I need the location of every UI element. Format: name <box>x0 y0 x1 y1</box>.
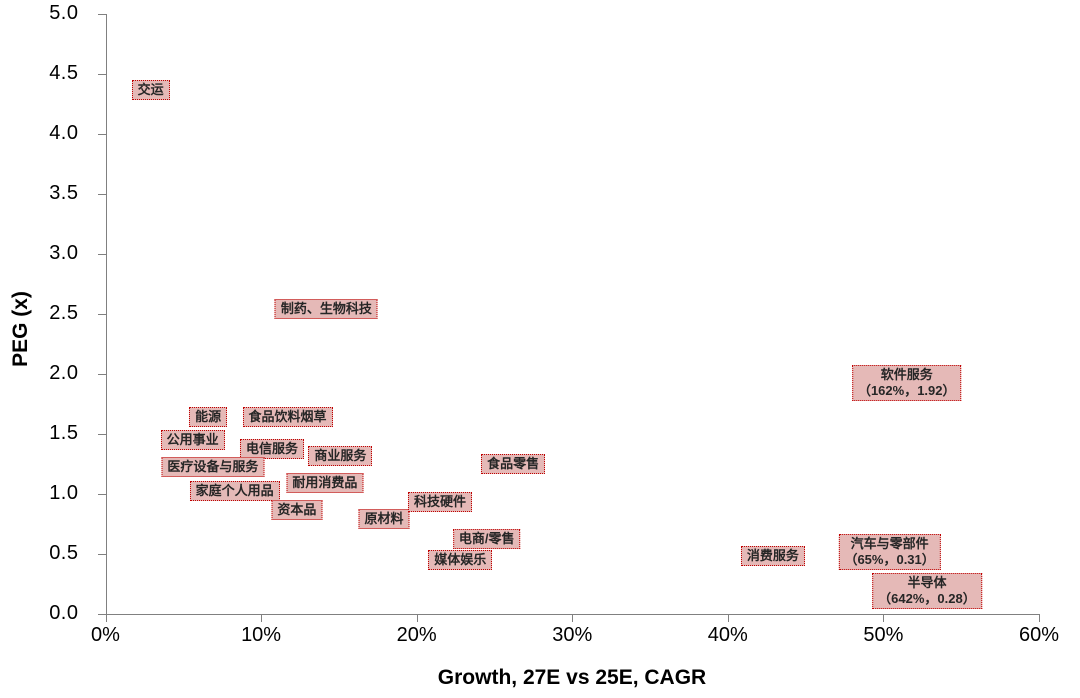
y-tick-label: 4.5 <box>49 61 79 84</box>
sector-label: 医疗设备与服务 <box>161 457 265 478</box>
y-tick <box>97 433 106 435</box>
sector-label-coordinates: （642%，0.28） <box>878 590 976 606</box>
sector-label-name: 科技硬件 <box>413 493 466 509</box>
y-tick <box>97 14 106 15</box>
sector-label-name: 耐用消费品 <box>292 474 358 490</box>
sector-label: 资本品 <box>271 500 323 521</box>
sector-label-name: 能源 <box>195 408 222 424</box>
sector-label-name: 食品零售 <box>487 455 540 471</box>
sector-label-coordinates: （162%，1.92） <box>857 383 956 399</box>
sector-label: 食品零售 <box>481 453 546 474</box>
sector-label-name: 媒体娱乐 <box>434 551 487 567</box>
y-tick <box>97 73 106 75</box>
y-tick <box>97 253 106 255</box>
sector-label-name: 商业服务 <box>314 448 367 464</box>
sector-label-name: 汽车与零部件 <box>850 536 929 552</box>
y-tick-label: 3.0 <box>49 241 79 264</box>
sector-label: 电商/零售 <box>452 529 521 550</box>
x-tick <box>572 613 574 622</box>
sector-label: 原材料 <box>358 508 410 529</box>
x-tick <box>1038 613 1040 622</box>
y-tick <box>97 193 106 195</box>
sector-label-name: 制药、生物科技 <box>280 300 372 316</box>
x-tick-label: 50% <box>863 623 904 646</box>
sector-label: 公用事业 <box>160 429 225 450</box>
y-tick <box>97 553 106 555</box>
y-tick-label: 5.0 <box>49 2 79 25</box>
sector-label-name: 家庭个人用品 <box>195 483 274 499</box>
sector-label: 能源 <box>189 406 228 427</box>
sector-label: 交运 <box>131 79 170 100</box>
x-tick-label: 0% <box>91 623 120 646</box>
y-tick-label: 3.5 <box>49 181 79 204</box>
sector-label-name: 资本品 <box>277 502 317 518</box>
x-tick <box>883 613 885 622</box>
y-tick-label: 1.0 <box>49 481 79 504</box>
y-tick <box>97 613 106 615</box>
y-tick-label: 0.0 <box>49 601 79 624</box>
sector-label-name: 软件服务 <box>880 367 933 383</box>
x-tick <box>727 613 729 622</box>
sector-label: 媒体娱乐 <box>428 549 493 570</box>
x-tick-label: 60% <box>1018 623 1059 646</box>
sector-label-name: 电商/零售 <box>458 531 515 547</box>
sector-label: 食品饮料烟草 <box>242 406 333 427</box>
sector-label: 制药、生物科技 <box>274 298 378 319</box>
sector-label: 消费服务 <box>740 545 805 566</box>
y-tick-label: 4.0 <box>49 121 79 144</box>
x-tick <box>416 613 418 622</box>
x-tick-label: 30% <box>552 623 593 646</box>
sector-label: 商业服务 <box>308 446 373 467</box>
x-tick-label: 20% <box>396 623 437 646</box>
sector-label: 耐用消费品 <box>286 472 364 493</box>
x-tick <box>105 613 107 622</box>
y-tick-label: 2.0 <box>49 361 79 384</box>
y-tick-label: 2.5 <box>49 301 79 324</box>
x-tick-label: 10% <box>241 623 282 646</box>
sector-label: 科技硬件 <box>407 491 472 512</box>
sector-label: 软件服务 （162%，1.92） <box>851 365 962 402</box>
sector-label-coordinates: （65%，0.31） <box>844 552 935 568</box>
sector-label: 家庭个人用品 <box>189 481 280 502</box>
sector-label: 电信服务 <box>239 439 304 460</box>
y-tick-label: 1.5 <box>49 421 79 444</box>
y-tick <box>97 493 106 495</box>
sector-label-name: 电信服务 <box>245 441 298 457</box>
sector-label-name: 交运 <box>137 81 164 97</box>
sector-label-name: 公用事业 <box>166 431 219 447</box>
y-tick <box>97 373 106 375</box>
y-axis-line <box>105 14 107 614</box>
y-tick <box>97 313 106 315</box>
sector-label: 半导体 （642%，0.28） <box>872 572 982 609</box>
y-tick-label: 0.5 <box>49 541 79 564</box>
x-tick <box>261 613 263 622</box>
sector-label-name: 原材料 <box>364 510 404 526</box>
sector-label-name: 消费服务 <box>746 547 799 563</box>
y-tick <box>97 133 106 135</box>
x-tick-label: 40% <box>707 623 748 646</box>
sector-label-name: 半导体 <box>907 574 947 590</box>
sector-label: 汽车与零部件 （65%，0.31） <box>838 534 941 571</box>
sector-label-name: 食品饮料烟草 <box>248 408 327 424</box>
sector-label-name: 医疗设备与服务 <box>167 459 259 475</box>
y-axis-title: PEG (x) <box>9 291 32 367</box>
x-axis-title: Growth, 27E vs 25E, CAGR <box>437 666 707 689</box>
